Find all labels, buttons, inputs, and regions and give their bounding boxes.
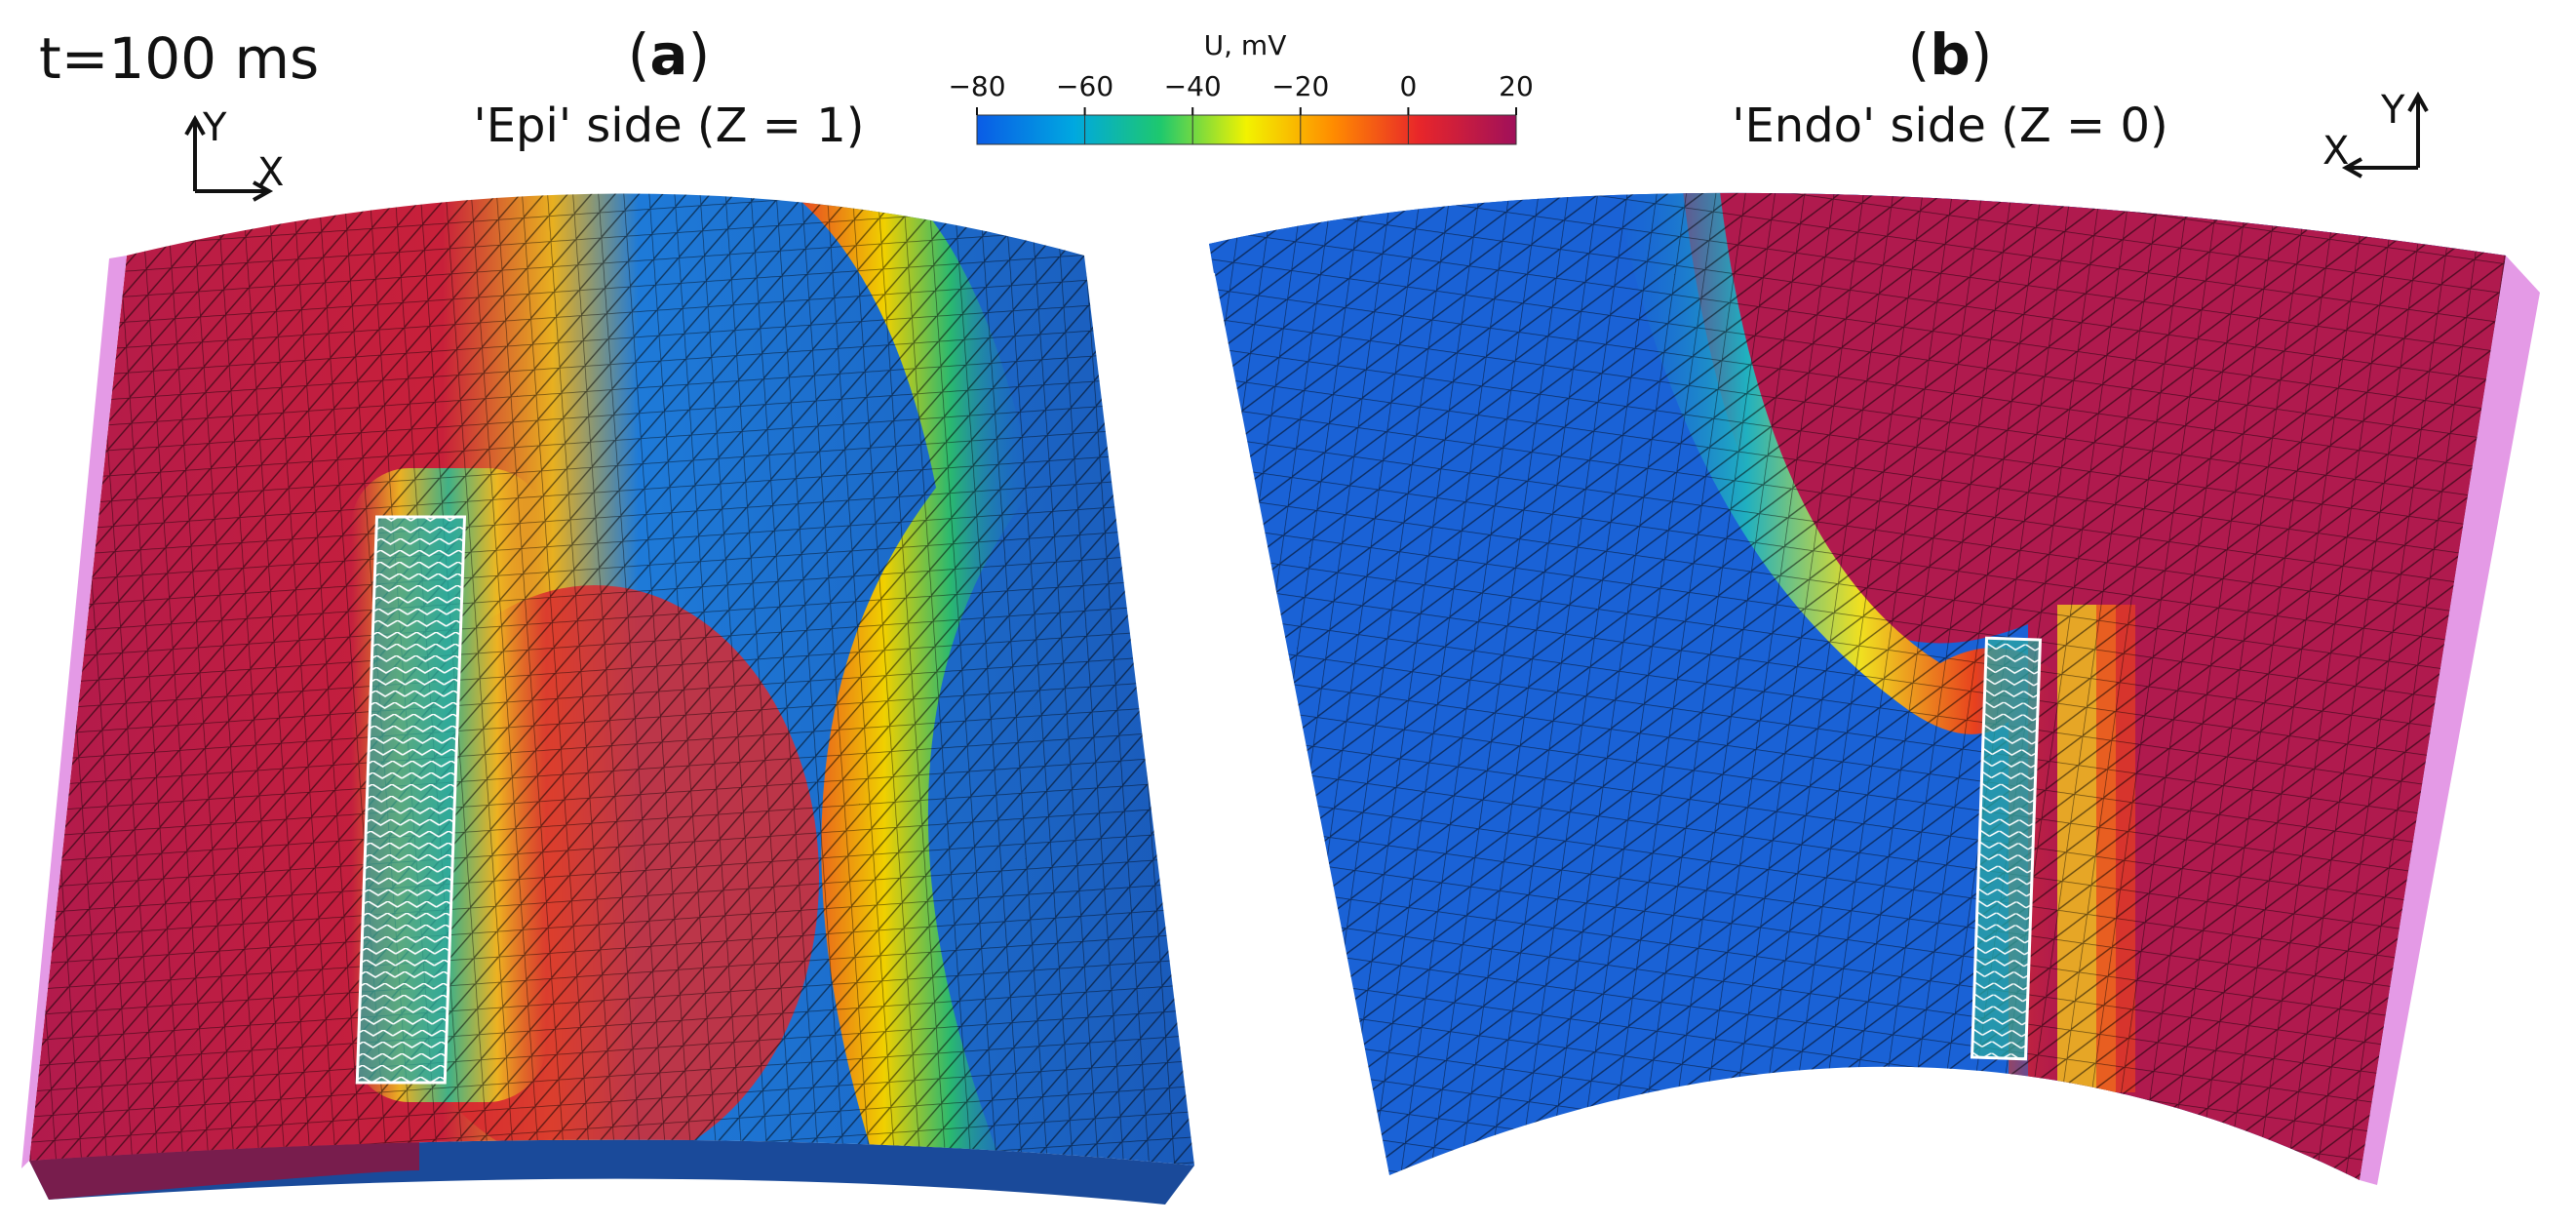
panel-b-axis-triad bbox=[2341, 91, 2429, 178]
panel-b-label: (b) bbox=[1908, 21, 1993, 88]
panel-b-axis-x-label: X bbox=[2322, 129, 2349, 174]
panel-b-header: (b) 'Endo' side (Z = 0) bbox=[1732, 21, 2167, 153]
panel-a-axis-y-label: Y bbox=[202, 105, 227, 150]
panel-a-surface bbox=[21, 193, 1194, 1205]
panel-a-axis-x-label: X bbox=[257, 150, 284, 195]
colorbar-tick-label: 0 bbox=[1399, 70, 1417, 102]
colorbar-tick-label: −80 bbox=[948, 70, 1005, 102]
time-label: t=100 ms bbox=[39, 25, 319, 92]
panel-b-boundary bbox=[2360, 256, 2540, 1185]
panel-b-axis-y-label: Y bbox=[2380, 88, 2405, 133]
colorbar-title: U, mV bbox=[1204, 29, 1287, 61]
panel-b-subtitle: 'Endo' side (Z = 0) bbox=[1732, 99, 2167, 153]
colorbar-tick-label: −60 bbox=[1056, 70, 1113, 102]
panel-a-header: (a) 'Epi' side (Z = 1) bbox=[474, 21, 865, 153]
colorbar: U, mV −80 −60 −40 −20 0 20 bbox=[948, 29, 1534, 145]
colorbar-gradient bbox=[976, 114, 1517, 145]
colorbar-tick-label: 20 bbox=[1499, 70, 1534, 102]
colorbar-ticks: −80 −60 −40 −20 0 20 bbox=[948, 70, 1534, 144]
panel-a-subtitle: 'Epi' side (Z = 1) bbox=[474, 99, 865, 153]
colorbar-tick-label: −40 bbox=[1164, 70, 1222, 102]
panel-a-boundary bbox=[21, 256, 127, 1168]
panel-a-electrode bbox=[355, 515, 467, 1085]
panel-b-electrode bbox=[1970, 636, 2043, 1061]
colorbar-tick-label: −20 bbox=[1271, 70, 1329, 102]
panel-a-label: (a) bbox=[628, 21, 710, 88]
panel-b-surface bbox=[1209, 192, 2540, 1185]
panel-a-axis-triad bbox=[184, 114, 274, 202]
